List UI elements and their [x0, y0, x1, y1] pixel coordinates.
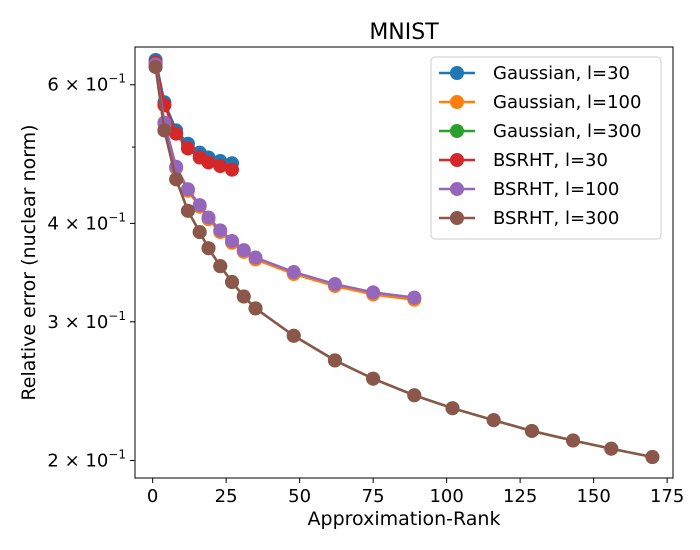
data-point — [248, 301, 263, 316]
data-point — [180, 182, 195, 197]
legend: Gaussian, l=30 Gaussian, l=100 Gaussian, l… — [430, 56, 662, 240]
data-point — [366, 285, 381, 300]
data-point — [604, 441, 619, 456]
series-line — [154, 62, 233, 171]
data-point — [148, 59, 163, 74]
data-point — [169, 172, 184, 187]
series-line — [154, 65, 415, 301]
y-tick-base: 4 × 10 — [47, 213, 108, 234]
x-tick-label: 0 — [147, 486, 158, 507]
legend-box — [430, 56, 662, 240]
legend-marker — [450, 153, 464, 167]
x-tick-label: 175 — [650, 486, 684, 507]
data-point — [286, 265, 301, 280]
data-point — [236, 243, 251, 258]
legend-item: Gaussian, l=300 — [439, 121, 641, 142]
data-point — [201, 241, 216, 256]
data-point — [192, 198, 207, 213]
y-tick-base: 3 × 10 — [47, 312, 108, 333]
data-point — [213, 223, 228, 238]
data-point — [327, 277, 342, 292]
plot-frame — [134, 46, 674, 479]
data-point — [248, 250, 263, 265]
data-point — [445, 401, 460, 416]
x-tick-label: 25 — [215, 486, 238, 507]
x-tick-label: 150 — [576, 486, 610, 507]
data-point — [192, 225, 207, 240]
legend-marker — [450, 95, 464, 109]
y-tick-label: 3 × 10−1 — [47, 309, 126, 333]
data-point — [225, 162, 240, 177]
legend-marker — [450, 211, 464, 225]
y-tick-label: 2 × 10−1 — [47, 447, 126, 471]
data-point — [407, 388, 422, 403]
series-layer — [148, 53, 660, 465]
x-tick-label: 75 — [362, 486, 385, 507]
data-point — [225, 233, 240, 248]
legend-label: BSRHT, l=300 — [493, 208, 619, 229]
data-point — [201, 155, 216, 170]
legend-item: Gaussian, l=30 — [439, 63, 630, 84]
x-axis-label: Approximation-Rank — [308, 508, 501, 530]
series-5 — [148, 59, 660, 465]
series-4 — [148, 57, 422, 305]
y-tick-exponent: −1 — [108, 72, 126, 86]
x-tick-label: 125 — [503, 486, 537, 507]
legend-label: BSRHT, l=100 — [493, 179, 619, 200]
y-tick-base: 2 × 10 — [47, 450, 108, 471]
data-point — [327, 353, 342, 368]
data-point — [169, 126, 184, 141]
legend-item: Gaussian, l=100 — [439, 92, 641, 113]
data-point — [225, 275, 240, 290]
legend-item: BSRHT, l=30 — [439, 150, 608, 171]
data-point — [213, 159, 228, 174]
y-tick-base: 6 × 10 — [47, 75, 108, 96]
legend-label: BSRHT, l=30 — [493, 150, 608, 171]
legend-marker — [450, 182, 464, 196]
data-point — [286, 328, 301, 343]
y-axis: 2 × 10−13 × 10−14 × 10−16 × 10−1 — [47, 72, 135, 471]
legend-label: Gaussian, l=30 — [493, 63, 630, 84]
y-tick-exponent: −1 — [108, 447, 126, 461]
data-point — [236, 289, 251, 304]
x-tick-label: 50 — [288, 486, 311, 507]
data-point — [645, 450, 660, 465]
data-point — [566, 433, 581, 448]
data-point — [366, 371, 381, 386]
x-axis: 0 25 50 75 100 125 150 175 — [147, 478, 684, 507]
y-tick-exponent: −1 — [108, 210, 126, 224]
y-tick-label: 6 × 10−1 — [47, 72, 126, 96]
data-point — [180, 141, 195, 156]
data-point — [157, 123, 172, 138]
legend-item: BSRHT, l=300 — [439, 208, 619, 229]
data-point — [486, 413, 501, 428]
y-tick-label: 4 × 10−1 — [47, 210, 126, 234]
data-point — [180, 203, 195, 218]
legend-label: Gaussian, l=300 — [493, 121, 641, 142]
legend-item: BSRHT, l=100 — [439, 179, 619, 200]
legend-marker — [450, 124, 464, 138]
data-point — [407, 290, 422, 305]
legend-marker — [450, 66, 464, 80]
series-line — [154, 64, 415, 299]
data-point — [213, 259, 228, 274]
chart-title: MNIST — [369, 20, 439, 45]
data-point — [201, 210, 216, 225]
x-tick-label: 100 — [429, 486, 463, 507]
legend-label: Gaussian, l=100 — [493, 92, 641, 113]
y-axis-label: Relative error (nuclear norm) — [18, 124, 40, 400]
y-tick-exponent: −1 — [108, 309, 126, 323]
data-point — [524, 423, 539, 438]
